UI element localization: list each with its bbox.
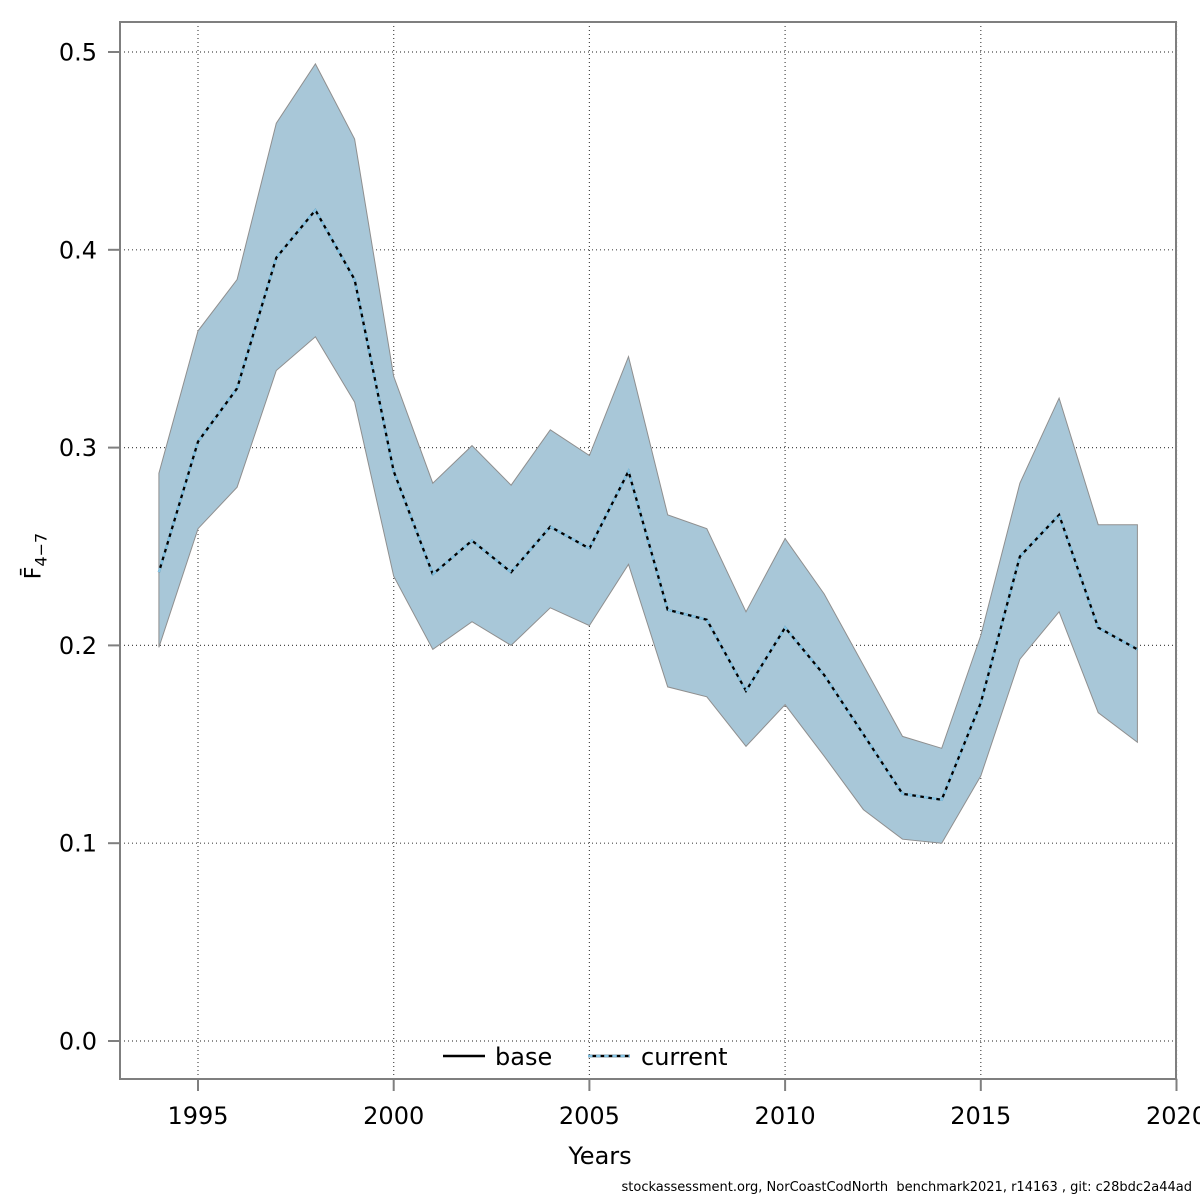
x-tick-label: 2020 <box>1146 1102 1200 1130</box>
legend-label-current: current <box>641 1043 728 1071</box>
y-tick-label: 0.0 <box>59 1028 97 1056</box>
y-tick-label: 0.4 <box>59 236 97 264</box>
x-tick-label: 1995 <box>167 1102 228 1130</box>
x-tick-label: 2005 <box>559 1102 620 1130</box>
plot-frame <box>119 21 1177 1080</box>
y-tick-label: 0.2 <box>59 632 97 660</box>
y-tick-label: 0.5 <box>59 39 97 67</box>
y-axis-title: F̄4−7 <box>22 533 51 579</box>
y-axis-title-subscript: 4−7 <box>31 532 51 567</box>
y-axis-title-main: F̄ <box>21 566 47 580</box>
legend-label-base: base <box>495 1043 553 1071</box>
confidence-band <box>158 62 1138 844</box>
current-line <box>157 208 1139 802</box>
legend-key-current-line <box>588 1054 630 1058</box>
x-tick-label: 2010 <box>755 1102 816 1130</box>
x-tick-label: 2000 <box>363 1102 424 1130</box>
legend-key-base-line <box>443 1054 485 1058</box>
y-tick-label: 0.1 <box>59 830 97 858</box>
y-tick-label: 0.3 <box>59 434 97 462</box>
x-tick-label: 2015 <box>950 1102 1011 1130</box>
source-caption: stockassessment.org, NorCoastCodNorth be… <box>621 1180 1192 1195</box>
x-axis-title: Years <box>568 1142 632 1170</box>
